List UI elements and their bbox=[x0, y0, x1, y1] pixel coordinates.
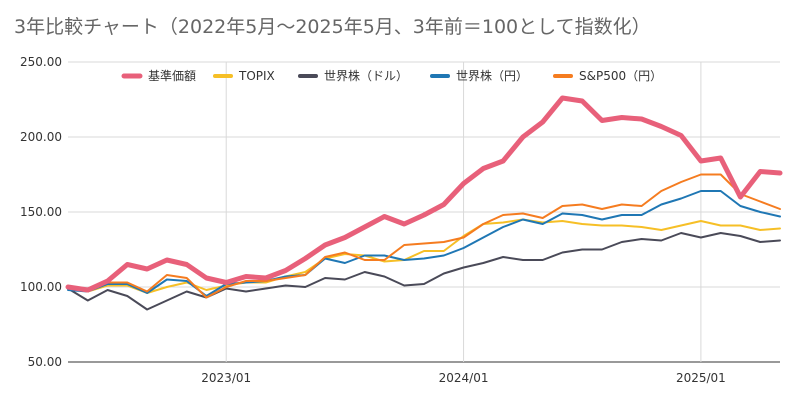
series-line-1 bbox=[67, 218, 781, 294]
legend-label-3: 世界株（円） bbox=[456, 68, 528, 83]
series-line-0 bbox=[65, 95, 783, 293]
y-axis-ticks: 50.00 100.00 150.00 200.00 250.00 bbox=[20, 55, 62, 369]
series-layer bbox=[65, 95, 783, 311]
legend-label-2: 世界株（ドル） bbox=[324, 68, 408, 83]
legend-label-0: 基準価額 bbox=[148, 68, 196, 83]
legend-label-4: S&P500（円） bbox=[579, 69, 662, 83]
legend: 基準価額 TOPIX 世界株（ドル） 世界株（円） S&P500（円） bbox=[121, 68, 662, 83]
series-line-2 bbox=[67, 232, 781, 311]
legend-label-1: TOPIX bbox=[238, 69, 275, 83]
x-tick-label: 2024/01 bbox=[439, 371, 489, 385]
y-tick-label: 250.00 bbox=[20, 55, 62, 69]
x-tick-label: 2025/01 bbox=[676, 371, 726, 385]
y-tick-label: 50.00 bbox=[28, 355, 62, 369]
y-tick-label: 200.00 bbox=[20, 130, 62, 144]
x-axis-ticks: 2023/01 2024/01 2025/01 bbox=[201, 371, 726, 385]
chart-title: 3年比較チャート（2022年5月～2025年5月、3年前＝100として指数化） bbox=[14, 16, 651, 38]
series-line-3 bbox=[67, 190, 781, 297]
x-tick-label: 2023/01 bbox=[201, 371, 251, 385]
y-tick-label: 150.00 bbox=[20, 205, 62, 219]
y-tick-label: 100.00 bbox=[20, 280, 62, 294]
series-line-4 bbox=[67, 173, 781, 299]
grid-layer bbox=[68, 61, 780, 363]
